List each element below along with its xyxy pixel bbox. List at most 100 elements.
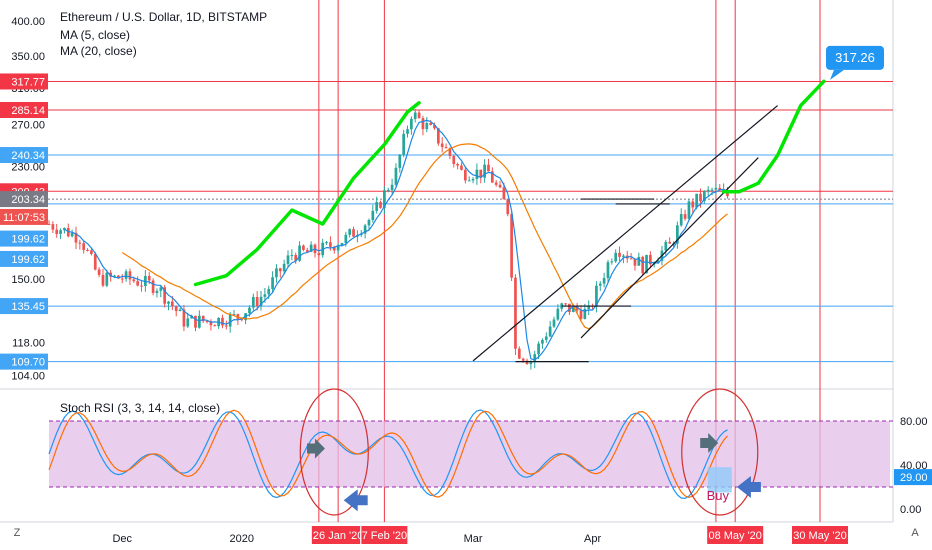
candle-body[interactable] [282,263,286,272]
candle-body[interactable] [263,294,267,297]
candle-body[interactable] [167,301,170,304]
candle-body[interactable] [475,169,479,179]
candle-body[interactable] [336,246,340,251]
candle-body[interactable] [147,276,151,281]
candle-body[interactable] [178,309,182,312]
candle-body[interactable] [398,154,402,168]
channel-trendline[interactable] [580,157,759,339]
candle-body[interactable] [47,223,51,225]
candle-body[interactable] [425,123,429,130]
candle-body[interactable] [228,314,232,327]
candle-body[interactable] [587,305,591,309]
candle-body[interactable] [691,201,695,208]
oversold-circle-jan[interactable] [299,388,369,516]
candle-body[interactable] [329,242,332,247]
candle-body[interactable] [213,325,217,327]
candle-body[interactable] [417,112,421,119]
time-flag-red[interactable] [707,526,764,544]
candle-body[interactable] [278,268,282,272]
candle-body[interactable] [105,272,109,286]
candle-body[interactable] [174,306,178,312]
time-flag-red[interactable] [792,526,848,544]
candle-body[interactable] [390,184,394,190]
candle-body[interactable] [560,303,564,309]
candle-body[interactable] [568,303,571,313]
candle-body[interactable] [317,253,321,256]
candle-body[interactable] [286,255,290,264]
candle-body[interactable] [171,301,174,307]
candle-body[interactable] [132,279,136,282]
candle-body[interactable] [209,321,213,326]
candle-body[interactable] [113,275,116,277]
candle-body[interactable] [556,308,560,320]
candle-body[interactable] [51,224,55,230]
candle-body[interactable] [440,143,444,148]
candle-body[interactable] [510,214,513,278]
candle-body[interactable] [236,314,240,320]
log-scale-toggle[interactable]: Z [13,527,21,539]
price-flag-blue[interactable] [0,298,48,315]
candle-body[interactable] [151,280,155,293]
candle-body[interactable] [583,308,587,319]
candle-body[interactable] [483,164,486,178]
candle-body[interactable] [394,167,398,185]
candle-body[interactable] [564,303,567,305]
candle-body[interactable] [706,189,710,192]
rsi-d-line[interactable] [48,409,728,499]
candle-body[interactable] [552,319,556,327]
candle-body[interactable] [575,305,579,311]
candle-body[interactable] [444,147,448,149]
candle-body[interactable] [90,250,93,254]
candle-body[interactable] [471,178,475,181]
candle-body[interactable] [259,296,263,307]
legend-stoch-rsi[interactable]: Stoch RSI (3, 3, 14, 14, close) [60,401,221,415]
rsi-current-flag[interactable] [894,469,932,486]
candle-body[interactable] [683,214,687,219]
candle-body[interactable] [699,193,702,202]
candle-body[interactable] [679,214,683,226]
candle-body[interactable] [710,189,714,191]
candle-body[interactable] [668,241,672,244]
candle-body[interactable] [344,234,348,244]
candle-body[interactable] [433,124,436,129]
candle-body[interactable] [128,271,132,280]
candle-body[interactable] [140,285,143,287]
candle-body[interactable] [136,281,140,286]
candle-body[interactable] [714,187,718,190]
candle-body[interactable] [186,318,190,327]
candle-body[interactable] [429,123,432,125]
candle-body[interactable] [618,252,621,257]
candle-body[interactable] [302,245,305,250]
candle-body[interactable] [502,187,506,200]
candle-body[interactable] [664,241,668,251]
ma5-line[interactable] [64,119,728,361]
time-flag-red[interactable] [361,526,408,544]
candle-body[interactable] [402,133,406,155]
candle-body[interactable] [70,232,74,237]
auto-scale-toggle[interactable]: A [911,527,919,539]
candle-body[interactable] [467,180,471,182]
candle-body[interactable] [93,253,97,270]
price-pane[interactable]: 317.26 [0,45,893,370]
price-flag-blue[interactable] [0,250,48,267]
candle-body[interactable] [352,229,355,237]
candle-body[interactable] [410,118,413,130]
candle-body[interactable] [703,191,706,202]
candle-body[interactable] [348,229,352,235]
buy-label[interactable]: Buy [707,488,730,503]
price-flag-blue[interactable] [0,230,48,247]
candle-body[interactable] [514,277,517,349]
legend-ma20[interactable]: MA (20, close) [60,44,137,58]
candle-body[interactable] [533,354,537,363]
candle-body[interactable] [406,129,409,134]
candle-body[interactable] [494,182,498,185]
time-flag-red[interactable] [316,526,361,544]
candle-body[interactable] [86,249,89,251]
candle-body[interactable] [267,288,271,295]
candle-body[interactable] [610,261,614,263]
candle-body[interactable] [305,249,309,252]
candle-body[interactable] [386,189,390,191]
candle-body[interactable] [309,244,313,252]
candle-body[interactable] [452,155,456,164]
oversold-circle-may[interactable] [681,388,759,516]
